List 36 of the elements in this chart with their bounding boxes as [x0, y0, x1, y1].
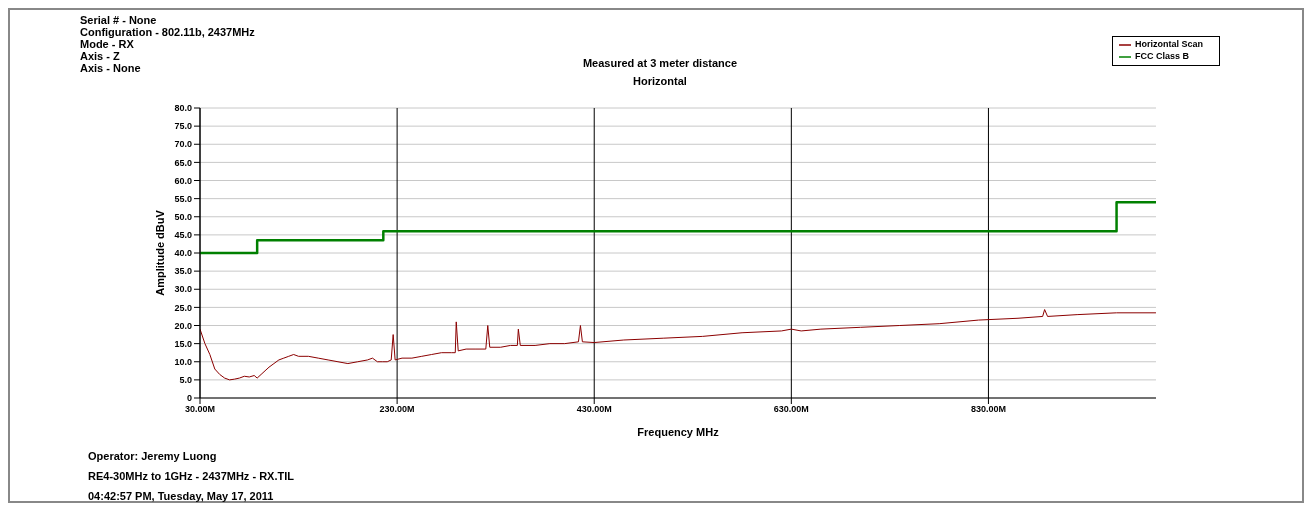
- y-tick-label: 45.0: [174, 230, 192, 241]
- line-series: [200, 309, 1156, 381]
- text: Axis - Z: [80, 50, 121, 62]
- chart-subtitle: Measured at 3 meter distance Horizontal: [581, 56, 739, 89]
- x-tick-label: 430.00M: [576, 404, 612, 415]
- x-tick-label: 630.00M: [773, 404, 809, 415]
- text: 04:42:57 PM, Tuesday, May 17, 2011: [88, 489, 275, 504]
- text: Serial # - None: [80, 14, 158, 26]
- y-tick-label: 35.0: [174, 266, 192, 277]
- x-tick-label: 830.00M: [970, 404, 1006, 415]
- text: Mode - RX: [80, 38, 135, 50]
- x-tick-label: 30.00M: [184, 404, 216, 415]
- y-tick-label: 50.0: [174, 211, 192, 222]
- y-axis-title: Amplitude dBuV: [153, 209, 166, 296]
- y-tick-label: 40.0: [174, 248, 192, 259]
- y-tick-label: 10.0: [174, 356, 192, 367]
- x-axis-title: Frequency MHz: [637, 426, 720, 438]
- y-tick-label: 70.0: [174, 139, 192, 150]
- y-tick-label: 30.0: [174, 284, 192, 295]
- x-tick-label: 230.00M: [379, 404, 415, 415]
- y-tick-label: 25.0: [174, 302, 192, 313]
- y-tick-label: 75.0: [174, 121, 192, 132]
- y-tick-label: 60.0: [174, 175, 192, 186]
- y-tick-label: 55.0: [174, 193, 192, 204]
- y-tick-label: 15.0: [174, 338, 192, 349]
- text: RE4-30MHz to 1GHz - 2437MHz - RX.TIL: [88, 469, 294, 484]
- text: Configuration - 802.11b, 2437MHz: [80, 26, 255, 38]
- y-tick-label: 0: [186, 393, 192, 404]
- y-tick-label: 20.0: [174, 320, 192, 331]
- text: Axis - None: [80, 62, 142, 74]
- legend-label: FCC Class B: [1134, 51, 1189, 62]
- legend-label: Horizontal Scan: [1134, 39, 1203, 50]
- y-tick-label: 65.0: [174, 157, 192, 168]
- text: Operator: Jeremy Luong: [88, 449, 218, 464]
- y-tick-label: 80.0: [174, 103, 192, 114]
- y-tick-label: 5.0: [179, 375, 192, 386]
